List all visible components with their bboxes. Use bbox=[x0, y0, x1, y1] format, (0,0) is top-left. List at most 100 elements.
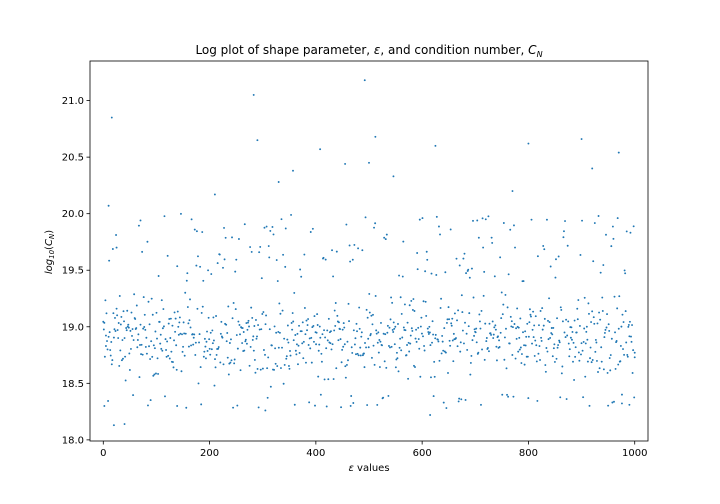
data-point bbox=[594, 350, 597, 353]
data-point bbox=[164, 338, 167, 341]
data-point bbox=[561, 320, 564, 323]
data-point bbox=[556, 346, 559, 349]
data-point bbox=[151, 313, 154, 316]
data-point bbox=[397, 323, 399, 325]
data-point bbox=[540, 339, 543, 342]
data-point bbox=[393, 343, 396, 346]
data-point bbox=[318, 343, 321, 346]
data-point bbox=[315, 331, 318, 334]
data-point bbox=[251, 338, 254, 341]
data-point bbox=[453, 312, 456, 315]
data-point bbox=[372, 313, 374, 316]
data-point bbox=[266, 396, 269, 399]
data-point bbox=[401, 336, 404, 339]
data-point bbox=[591, 359, 594, 361]
data-point bbox=[430, 376, 432, 379]
data-point bbox=[132, 394, 135, 397]
data-point bbox=[173, 339, 175, 342]
data-point bbox=[457, 309, 460, 312]
data-point bbox=[516, 307, 519, 310]
data-point bbox=[620, 325, 623, 328]
data-point bbox=[296, 332, 299, 335]
data-point bbox=[601, 310, 604, 312]
data-point bbox=[355, 353, 357, 356]
data-point bbox=[595, 341, 598, 344]
data-point bbox=[345, 363, 348, 366]
data-point bbox=[107, 335, 110, 338]
data-point bbox=[614, 367, 617, 370]
data-point bbox=[514, 357, 517, 360]
data-point bbox=[272, 233, 275, 236]
data-point bbox=[564, 220, 566, 222]
data-point bbox=[333, 309, 336, 312]
data-point bbox=[424, 270, 427, 273]
data-point bbox=[137, 333, 140, 336]
data-point bbox=[388, 326, 391, 329]
y-axis-label: log10(CN) bbox=[44, 230, 56, 274]
data-point bbox=[143, 313, 146, 316]
data-point bbox=[125, 327, 128, 329]
data-point bbox=[429, 414, 432, 416]
data-point bbox=[108, 259, 111, 262]
data-point bbox=[628, 335, 631, 338]
data-point bbox=[104, 299, 107, 302]
data-point bbox=[495, 345, 498, 348]
data-point bbox=[565, 398, 568, 400]
data-point bbox=[558, 341, 561, 344]
data-point bbox=[501, 313, 504, 316]
data-point bbox=[339, 328, 341, 331]
data-point bbox=[418, 218, 421, 221]
data-point bbox=[179, 332, 182, 335]
data-point bbox=[541, 307, 544, 310]
data-point bbox=[400, 312, 403, 315]
data-point bbox=[123, 320, 125, 323]
data-point bbox=[239, 369, 242, 372]
data-point bbox=[292, 339, 295, 342]
data-point bbox=[422, 335, 424, 338]
data-point bbox=[197, 255, 199, 258]
data-point bbox=[610, 245, 613, 248]
data-point bbox=[445, 407, 448, 410]
data-point bbox=[605, 326, 608, 329]
x-tick-label: 200 bbox=[200, 448, 219, 459]
data-point bbox=[470, 267, 473, 270]
data-point bbox=[570, 338, 573, 341]
data-point bbox=[241, 342, 244, 344]
data-point bbox=[391, 328, 394, 331]
data-point bbox=[611, 401, 614, 404]
data-point bbox=[393, 327, 396, 330]
data-point bbox=[189, 326, 192, 329]
data-point bbox=[332, 378, 335, 380]
data-point bbox=[266, 367, 269, 370]
data-point bbox=[442, 401, 445, 404]
data-point bbox=[497, 335, 499, 338]
data-point bbox=[502, 222, 505, 224]
data-point bbox=[375, 332, 378, 335]
data-point bbox=[146, 240, 149, 243]
data-point bbox=[282, 382, 285, 385]
data-point bbox=[484, 218, 487, 221]
data-point bbox=[415, 340, 418, 343]
data-point bbox=[360, 331, 363, 334]
data-point bbox=[410, 299, 413, 302]
data-point bbox=[295, 343, 298, 346]
data-point bbox=[544, 370, 547, 373]
data-point bbox=[451, 339, 454, 342]
data-point bbox=[596, 322, 599, 325]
data-point bbox=[425, 250, 428, 253]
data-point bbox=[152, 374, 155, 377]
data-point bbox=[398, 346, 401, 349]
data-point bbox=[395, 358, 398, 361]
data-point bbox=[431, 341, 433, 344]
data-point bbox=[580, 342, 583, 345]
data-point bbox=[545, 347, 548, 349]
data-point bbox=[582, 396, 585, 399]
data-point bbox=[159, 333, 162, 336]
data-point bbox=[140, 353, 142, 356]
data-point bbox=[623, 353, 626, 356]
data-point bbox=[527, 397, 530, 400]
data-point bbox=[107, 204, 110, 207]
data-point bbox=[506, 306, 509, 309]
x-tick-label: 1000 bbox=[622, 448, 647, 459]
data-point bbox=[455, 257, 458, 260]
